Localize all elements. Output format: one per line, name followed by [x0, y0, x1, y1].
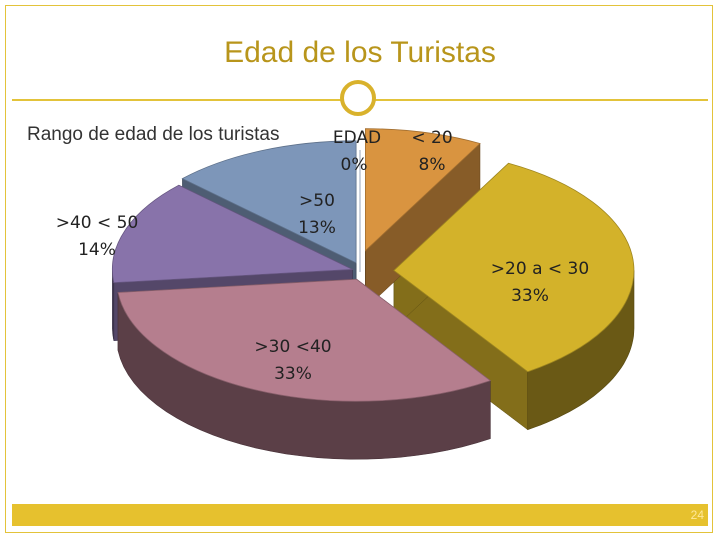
- slice-percent-30-40: 33%: [274, 364, 312, 384]
- slide-frame: [5, 5, 713, 533]
- slice-label-30-40: >30 <40: [254, 337, 331, 357]
- pie-slice-40-50: [111, 184, 354, 284]
- pie-labels: < 20 8% >20 a < 30 33% >30 <40 33% >40 < 50 14%…: [56, 128, 589, 384]
- pie-slice-50: [181, 140, 357, 264]
- slide-title: Edad de los Turistas: [224, 36, 496, 69]
- slice-label-50: >50: [299, 191, 335, 211]
- slice-percent-20-a-30: 33%: [511, 286, 549, 306]
- pie-slice-20: [364, 128, 481, 252]
- slice-label-40-50: >40 < 50: [56, 213, 139, 233]
- slice-label-edad: EDAD: [333, 128, 381, 148]
- slice-label-20-a-30: >20 a < 30: [491, 259, 589, 279]
- decorative-ring: [340, 80, 376, 116]
- slice-percent-edad: 0%: [341, 155, 368, 175]
- chart-title: Rango de edad de los turistas: [27, 124, 280, 145]
- pie-tops: [111, 128, 635, 402]
- slice-percent-20: 8%: [419, 155, 446, 175]
- footer-bar: [12, 504, 708, 526]
- slice-label-20: < 20: [411, 128, 452, 148]
- slice-percent-50: 13%: [298, 218, 336, 238]
- pie-slice-30-40: [117, 278, 492, 402]
- page-number: 24: [690, 508, 704, 522]
- pie-slice-20-a-30: [393, 162, 635, 373]
- slice-percent-40-50: 14%: [78, 240, 116, 260]
